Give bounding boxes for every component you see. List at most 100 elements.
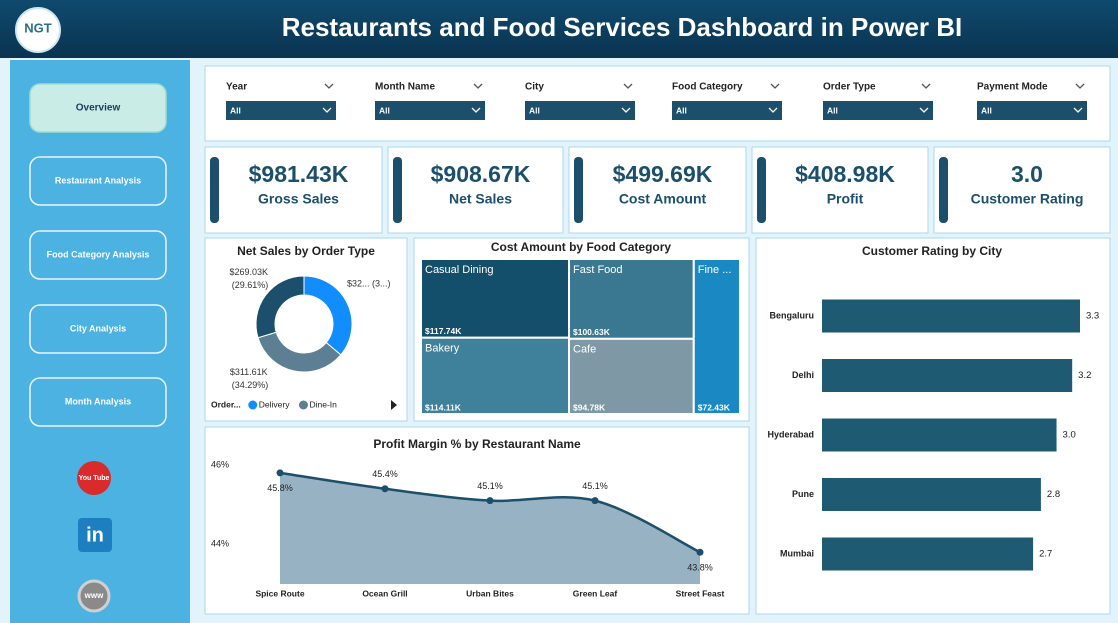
filter-value: All	[379, 105, 390, 115]
x-tick-label: Street Feast	[676, 588, 725, 598]
chevron	[770, 83, 780, 89]
header-bar	[0, 0, 1118, 58]
kpi-label: Profit	[827, 191, 864, 207]
nav-label: Month Analysis	[65, 396, 131, 406]
kpi-label: Gross Sales	[258, 191, 339, 207]
tile-value: $94.78K	[573, 402, 606, 412]
kpi-value: $499.69K	[613, 161, 713, 187]
point	[486, 497, 494, 505]
filter-dropdown[interactable]	[375, 101, 485, 120]
chevron	[1073, 107, 1083, 113]
treemap-tile	[568, 337, 695, 416]
legend-marker	[248, 400, 258, 410]
kpi-accent	[574, 157, 583, 223]
youtube-text: You Tube	[79, 475, 110, 482]
data-label: 3.3	[1086, 311, 1099, 322]
logo-text: NGT	[24, 20, 52, 35]
kpi-accent	[757, 157, 766, 223]
web-icon[interactable]	[77, 579, 111, 613]
kpi-value: $908.67K	[431, 161, 531, 187]
youtube-icon[interactable]	[77, 461, 111, 495]
bar	[822, 418, 1057, 452]
nav-button[interactable]	[29, 377, 167, 427]
y-tick-label: 44%	[211, 539, 229, 549]
x-tick-label: Ocean Grill	[362, 588, 407, 598]
treemap-tile	[568, 258, 695, 340]
filter-dropdown[interactable]	[672, 101, 782, 120]
chart-title: Customer Rating by City	[862, 244, 1002, 258]
chevron	[471, 107, 481, 113]
filter-dropdown[interactable]	[823, 101, 933, 120]
panel	[204, 237, 408, 422]
filter-dropdown[interactable]	[226, 101, 336, 120]
point	[381, 485, 389, 493]
point	[591, 497, 599, 505]
kpi-value: $408.98K	[795, 161, 895, 187]
data-label: 45.8%	[267, 483, 293, 493]
data-label: $32... (3...)	[347, 278, 391, 288]
kpi-label: Net Sales	[449, 191, 512, 207]
kpi-value: 3.0	[1011, 161, 1043, 187]
chart-title: Profit Margin % by Restaurant Name	[373, 437, 581, 451]
filter-dropdown[interactable]	[525, 101, 635, 120]
tile-label: Fine ...	[698, 264, 732, 276]
tile-value: $72.43K	[698, 402, 731, 412]
chevron	[1075, 83, 1085, 89]
linkedin-icon[interactable]	[78, 518, 112, 552]
chevron	[473, 83, 483, 89]
data-label: 2.8	[1047, 489, 1060, 500]
tile-label: Bakery	[425, 343, 460, 355]
filter-label: Payment Mode	[977, 82, 1048, 93]
filter-value: All	[230, 105, 241, 115]
chevron	[324, 83, 334, 89]
x-tick-label: Urban Bites	[466, 588, 514, 598]
tile-label: Fast Food	[573, 264, 623, 276]
filter-label: City	[525, 82, 544, 93]
bar	[822, 478, 1041, 511]
tile-label: Casual Dining	[425, 264, 493, 276]
dashboard-title: Restaurants and Food Services Dashboard …	[282, 12, 963, 42]
panel	[387, 146, 564, 234]
kpi-label: Customer Rating	[971, 191, 1084, 207]
treemap-tile	[420, 258, 571, 339]
x-tick-label: Green Leaf	[573, 588, 618, 598]
data-label: 2.7	[1039, 549, 1052, 560]
data-label: 3.2	[1078, 370, 1091, 381]
filter-dropdown[interactable]	[977, 101, 1087, 120]
tile-label: Cafe	[573, 344, 596, 356]
legend-label: Delivery	[259, 399, 290, 409]
nav-button[interactable]	[29, 230, 167, 280]
legend-label: Dine-In	[309, 399, 337, 409]
donut-slice	[255, 275, 305, 339]
kpi-accent	[939, 157, 948, 223]
tile-value: $114.11K	[425, 402, 462, 412]
chevron	[322, 107, 332, 113]
kpi-accent	[393, 157, 402, 223]
filter-label: Month Name	[375, 82, 435, 93]
nav-label: Overview	[76, 103, 121, 114]
legend-scroll-arrow[interactable]	[391, 400, 397, 410]
data-label: $269.03K (29.61%)	[229, 267, 270, 290]
filter-value: All	[981, 105, 992, 115]
filter-value: All	[529, 105, 540, 115]
y-category-label: Pune	[792, 489, 814, 499]
chart-title: Cost Amount by Food Category	[491, 240, 672, 254]
data-label: 45.1%	[582, 481, 608, 491]
kpi-accent	[210, 157, 219, 223]
point	[276, 469, 284, 477]
y-tick-label: 46%	[211, 459, 229, 469]
nav-button[interactable]	[29, 83, 167, 133]
legend-marker	[298, 400, 308, 410]
kpi-value: $981.43K	[249, 161, 349, 187]
treemap-tile	[692, 258, 741, 415]
nav-button[interactable]	[29, 304, 167, 354]
tile-value: $117.74K	[425, 326, 462, 336]
chevron	[621, 107, 631, 113]
logo	[15, 7, 61, 53]
nav-button[interactable]	[29, 156, 167, 206]
data-label: $311.61K (34.29%)	[230, 367, 270, 390]
nav-label: Restaurant Analysis	[55, 175, 141, 185]
data-label: 45.4%	[372, 469, 398, 479]
data-label: 43.8%	[687, 563, 713, 573]
